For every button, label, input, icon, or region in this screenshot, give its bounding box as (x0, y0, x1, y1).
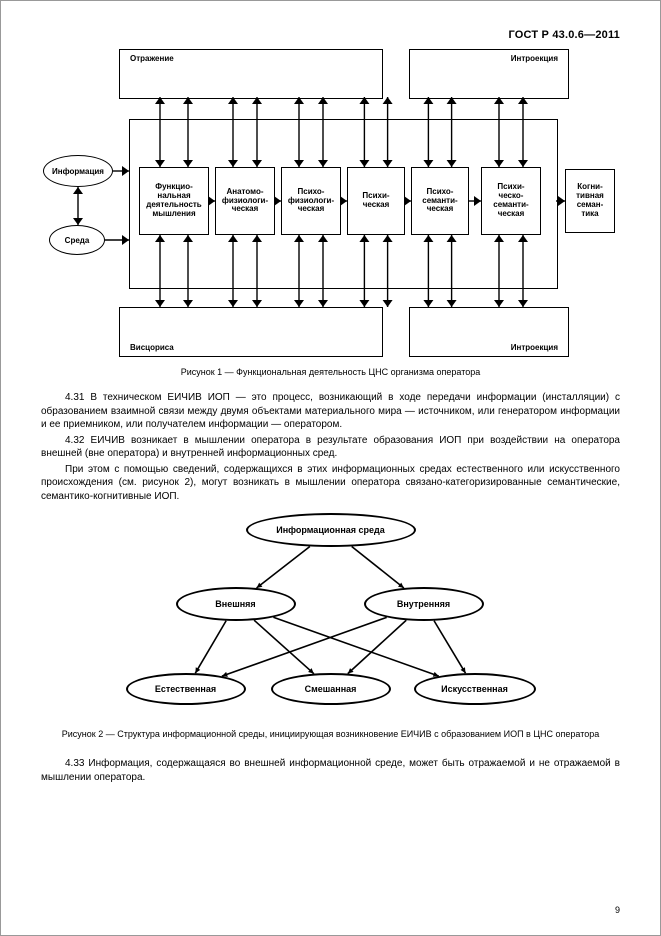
fig2-node-ext: Внешняя (176, 587, 296, 621)
body-text-after-fig2: 4.33 Информация, содержащаяся во внешней… (41, 757, 620, 784)
page-number: 9 (615, 905, 620, 915)
document-code: ГОСТ Р 43.0.6—2011 (41, 29, 620, 41)
fig2-node-art: Искусственная (414, 673, 536, 705)
fig1-outer-box: Отражение (119, 49, 383, 99)
fig1-outer-box: Висцориса (119, 307, 383, 357)
fig1-box: Когни- тивная семан- тика (565, 169, 615, 233)
para-4-32: 4.32 ЕИЧИВ возникает в мышлении оператор… (41, 434, 620, 461)
fig1-box: Психи- ческая (347, 167, 405, 235)
fig1-outer-box: Интроекция (409, 307, 569, 357)
para-4-31: 4.31 В техническом ЕИЧИВ ИОП — это проце… (41, 391, 620, 432)
body-text-block: 4.31 В техническом ЕИЧИВ ИОП — это проце… (41, 391, 620, 503)
fig2-node-int: Внутренняя (364, 587, 484, 621)
fig1-box: Психи- ческо- семанти- ческая (481, 167, 541, 235)
figure-1-caption: Рисунок 1 — Функциональная деятельность … (41, 367, 620, 377)
fig2-node-mix: Смешанная (271, 673, 391, 705)
fig1-box: Психо- физиологи- ческая (281, 167, 341, 235)
figure-1-diagram: Отражение Интроекция Висцориса Интроекция Фу… (43, 49, 618, 359)
page: ГОСТ Р 43.0.6—2011 Отражение Интроекция Ви… (0, 0, 661, 936)
fig2-node-root: Информационная среда (246, 513, 416, 547)
fig1-outer-box: Интроекция (409, 49, 569, 99)
fig2-node-nat: Естественная (126, 673, 246, 705)
figure-2-diagram: Информационная среда Внешняя Внутренняя Ест… (116, 513, 546, 723)
fig1-ellipse: Информация (43, 155, 113, 187)
fig1-box: Анатомо- физиологи- ческая (215, 167, 275, 235)
figure-2-caption: Рисунок 2 — Структура информационной сре… (41, 729, 620, 739)
fig1-box: Функцио- нальная деятельность мышления (139, 167, 209, 235)
fig1-ellipse: Среда (49, 225, 105, 255)
para-4-33: 4.33 Информация, содержащаяся во внешней… (41, 757, 620, 784)
para-note: При этом с помощью сведений, содержащихс… (41, 463, 620, 504)
fig1-box: Психо- семанти- ческая (411, 167, 469, 235)
